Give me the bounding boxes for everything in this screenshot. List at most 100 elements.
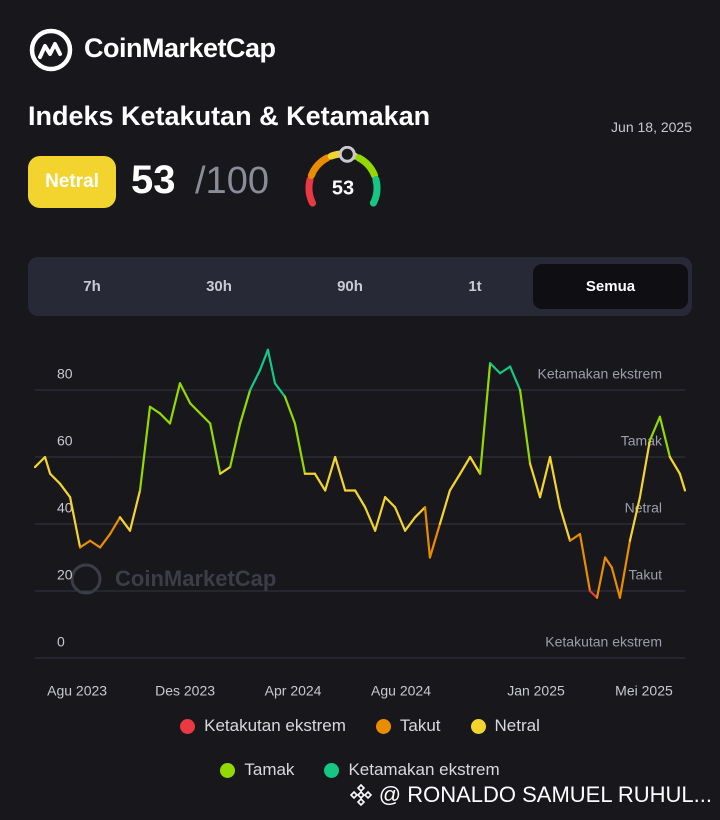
line-segment (588, 589, 599, 599)
legend-label: Ketakutan ekstrem (204, 716, 346, 735)
gauge-segment (307, 154, 331, 179)
date: Jun 18, 2025 (611, 119, 692, 135)
tab[interactable]: 90h (337, 278, 363, 295)
tab-bar: 7h 30h 90h 1t Semua (28, 257, 692, 316)
line-segment (68, 496, 82, 549)
line-segment (33, 455, 47, 469)
legend: Ketakutan ekstrem Takut Netral Tamak Ketamak… (120, 716, 600, 780)
legend-swatch (324, 762, 340, 778)
x-tick-label: Mei 2025 (615, 683, 673, 699)
tab[interactable]: 1t (468, 278, 482, 295)
line-segment (88, 539, 102, 549)
line-segment (98, 532, 112, 549)
line-segment (459, 455, 472, 475)
line-segment (148, 405, 162, 415)
line-segment (128, 489, 142, 532)
line-segment (266, 348, 277, 385)
line-segment (678, 472, 687, 492)
gauge: 53 (305, 146, 381, 207)
line-segment (384, 496, 397, 509)
line-segment (548, 455, 562, 509)
legend-item: Ketamakan ekstrem (324, 760, 500, 780)
line-segment (178, 382, 192, 405)
line-segment (313, 472, 327, 492)
line-segment (138, 405, 152, 492)
gauge-segment (355, 154, 379, 179)
score: 53 (131, 158, 176, 202)
line-segment (413, 506, 427, 519)
line-segment (479, 362, 492, 475)
line-segment (199, 412, 212, 425)
tab[interactable]: 7h (83, 278, 101, 295)
score-max: /100 (195, 160, 269, 202)
line-segment (324, 455, 337, 492)
page-title: Indeks Ketakutan & Ketamakan (28, 101, 431, 131)
credit-text: @ RONALDO SAMUEL RUHUL... (378, 782, 712, 807)
line-segment (229, 422, 242, 469)
line-segment (259, 348, 270, 372)
line-segment (603, 556, 613, 569)
credit-icon (349, 783, 372, 807)
line-segment (438, 489, 451, 526)
legend-label: Ketamakan ekstrem (348, 760, 500, 779)
gauge-value: 53 (332, 177, 354, 199)
legend-item: Tamak (220, 760, 294, 780)
legend-item: Netral (470, 716, 540, 736)
line-segment (618, 539, 632, 599)
line-segment (354, 489, 367, 509)
line-segment (118, 516, 132, 532)
line-segment (658, 415, 671, 459)
x-tick-label: Agu 2024 (371, 683, 431, 699)
line-segment (469, 455, 482, 475)
line-segment (518, 388, 532, 465)
line-segment (168, 382, 182, 425)
x-tick-label: Des 2023 (155, 683, 215, 699)
line-segment (59, 482, 72, 499)
zone-label: Takut (629, 567, 663, 583)
line-segment (273, 382, 287, 398)
line-segment (428, 522, 442, 559)
gauge-segment (369, 176, 381, 207)
line-segment (448, 472, 462, 492)
legend-label: Tamak (244, 760, 295, 779)
line-segment (293, 422, 307, 475)
line-segment (628, 496, 642, 542)
y-tick-label: 60 (57, 433, 73, 449)
line-segment (393, 506, 407, 532)
tab[interactable]: Semua (533, 264, 688, 309)
legend-swatch (375, 718, 391, 734)
legend-item: Takut (375, 716, 441, 736)
line-segment (108, 516, 122, 536)
line-segment (648, 415, 661, 442)
x-tick-label: Apr 2024 (265, 683, 322, 699)
line-segment (249, 368, 262, 392)
line-segment (558, 506, 572, 542)
y-tick-label: 40 (57, 500, 73, 516)
line-segment (283, 395, 297, 425)
y-tick-label: 0 (57, 634, 65, 650)
line-segment (239, 388, 252, 425)
line-segment (364, 506, 377, 532)
credit: @ RONALDO SAMUEL RUHUL... (349, 782, 712, 808)
line-segment (508, 365, 522, 392)
tab[interactable]: 30h (206, 278, 232, 295)
line-segment (403, 516, 417, 532)
legend-label: Takut (399, 716, 441, 735)
line-segment (374, 496, 387, 532)
line-segment (78, 539, 92, 549)
y-tick-label: 80 (57, 366, 73, 382)
line-segment (638, 439, 652, 499)
zone-label: Ketamakan ekstrem (538, 366, 663, 382)
status-badge: Netral (28, 156, 116, 208)
line-segment (538, 455, 552, 499)
line-segment (209, 422, 222, 475)
line-segment (423, 506, 432, 559)
zone-label: Tamak (621, 433, 663, 449)
line-segment (43, 455, 52, 475)
legend-swatch (180, 718, 196, 734)
logo-icon (29, 28, 73, 72)
legend-swatch (470, 718, 486, 734)
chart: CoinMarketCap 0 Ketakutan ekstrem 20 Takut 40… (33, 348, 687, 699)
x-tick-label: Agu 2023 (47, 683, 107, 699)
